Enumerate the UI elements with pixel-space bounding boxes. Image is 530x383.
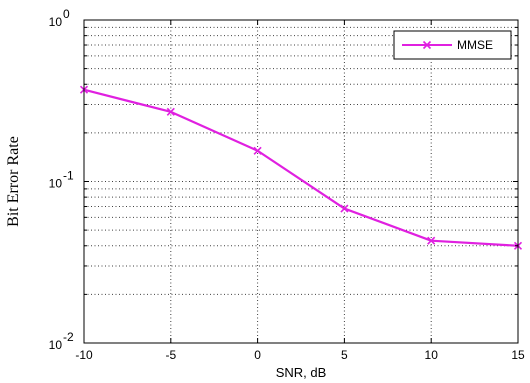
y-tick-label: 10 xyxy=(49,338,63,352)
data-point xyxy=(422,40,432,50)
y-tick-label: 10 xyxy=(49,15,63,29)
y-tick-label: 10 xyxy=(49,177,63,191)
y-axis-label: Bit Error Rate xyxy=(5,136,22,227)
x-tick-label: 10 xyxy=(425,348,439,362)
series-line-mmse xyxy=(83,88,519,247)
point-stroke xyxy=(253,146,262,155)
x-tick-label: 0 xyxy=(254,348,261,362)
data-point xyxy=(253,146,262,155)
y-tick-exponent: -2 xyxy=(63,330,74,344)
x-tick-label: -5 xyxy=(165,348,176,362)
legend-marker-icon xyxy=(422,40,432,50)
point-stroke xyxy=(166,107,175,116)
legend: MMSE xyxy=(393,30,512,60)
data-point xyxy=(340,204,349,213)
x-axis-label: SNR, dB xyxy=(276,365,327,380)
legend-series-label: MMSE xyxy=(457,38,493,52)
y-tick-exponent: -1 xyxy=(63,169,74,183)
point-stroke xyxy=(422,40,432,50)
data-point xyxy=(166,107,175,116)
data-point xyxy=(427,236,436,245)
x-tick-label: 15 xyxy=(511,348,525,362)
x-tick-label: -10 xyxy=(75,348,93,362)
grid xyxy=(84,20,518,343)
x-tick-label: 5 xyxy=(341,348,348,362)
point-stroke xyxy=(340,204,349,213)
y-tick-exponent: 0 xyxy=(63,7,70,21)
point-stroke xyxy=(427,236,436,245)
